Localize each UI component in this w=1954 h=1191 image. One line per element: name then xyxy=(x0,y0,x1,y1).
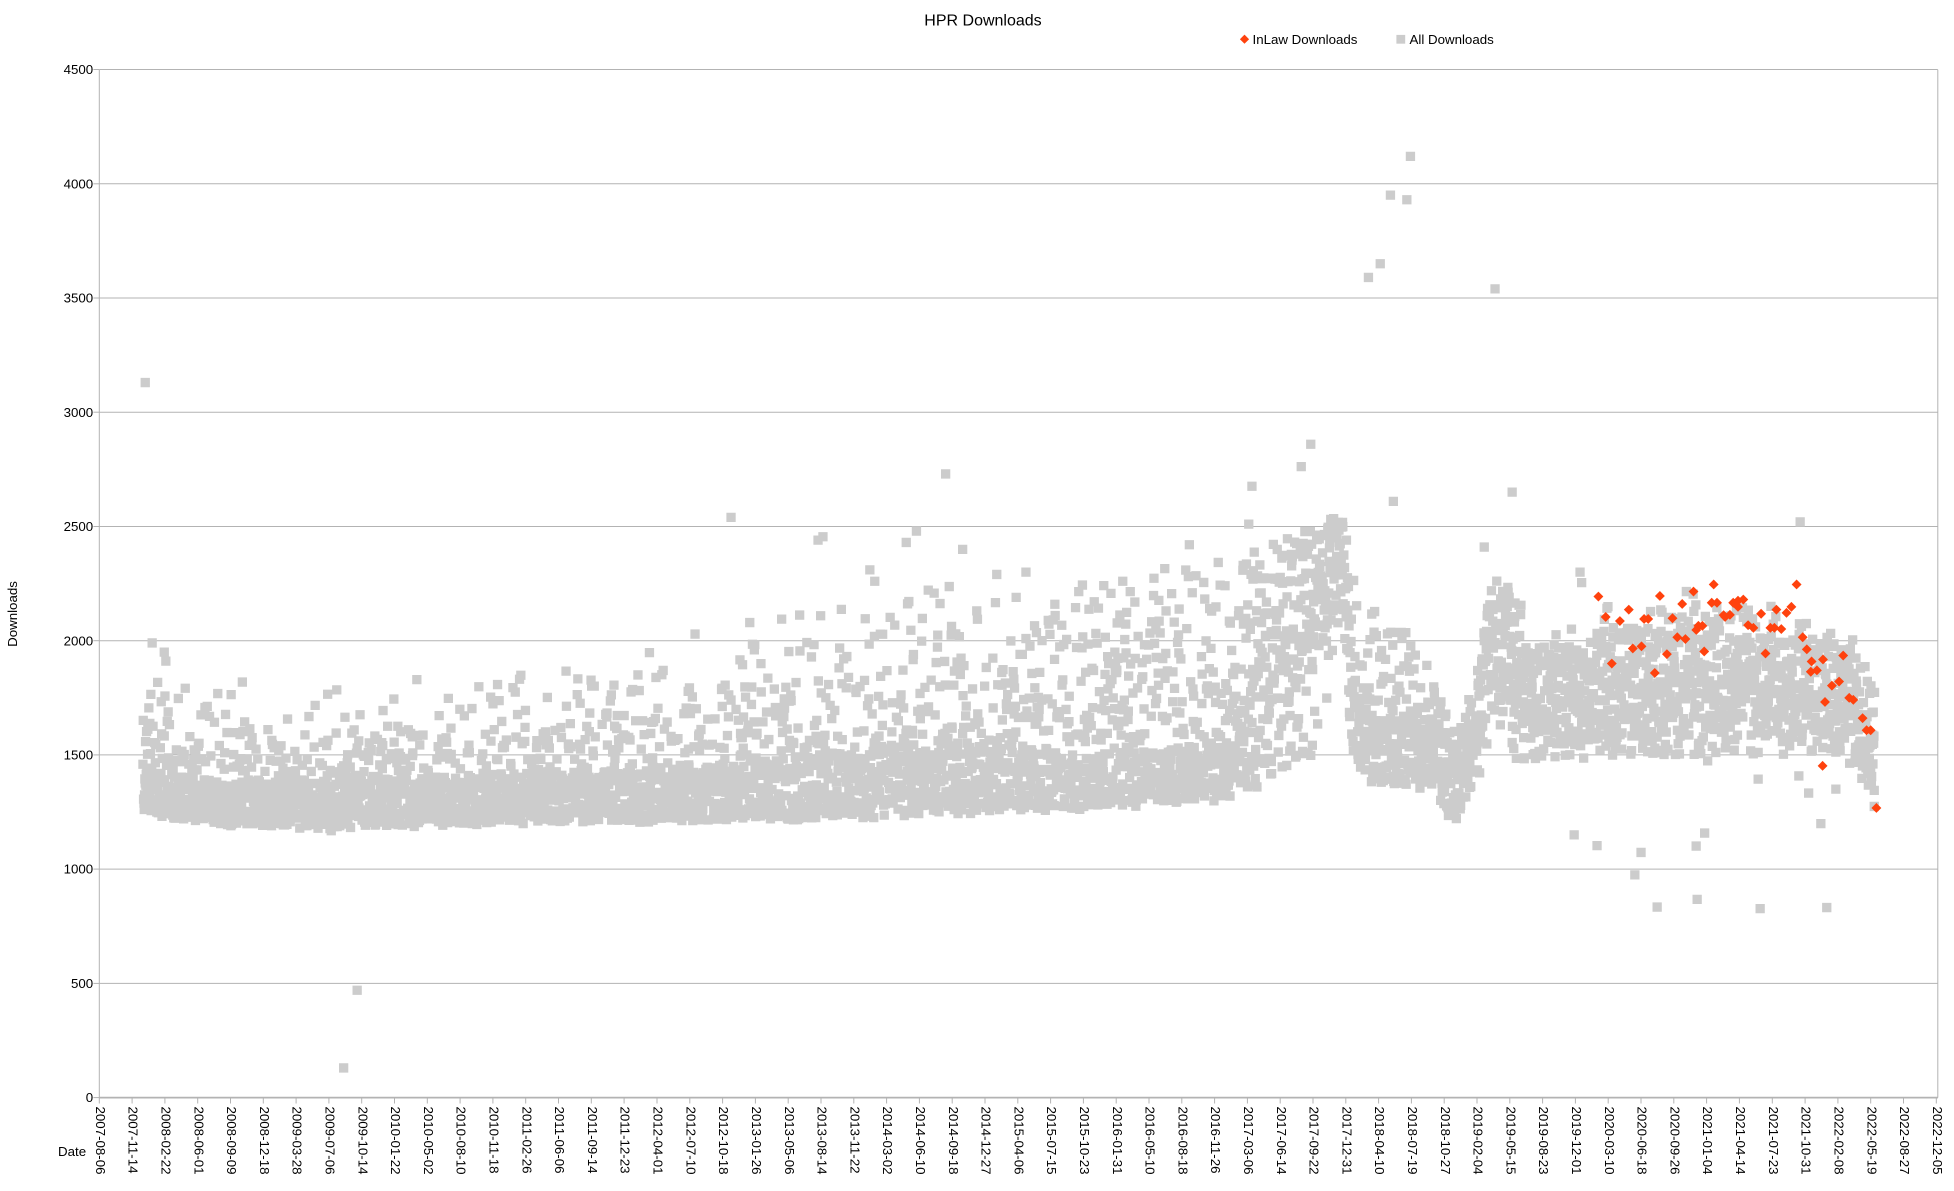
svg-text:2019-08-23: 2019-08-23 xyxy=(1536,1107,1551,1175)
svg-text:2014-12-27: 2014-12-27 xyxy=(979,1107,994,1175)
svg-text:2011-02-26: 2011-02-26 xyxy=(519,1107,534,1174)
svg-text:2010-11-18: 2010-11-18 xyxy=(487,1107,502,1174)
svg-text:2019-12-01: 2019-12-01 xyxy=(1569,1107,1584,1175)
svg-text:2008-09-09: 2008-09-09 xyxy=(224,1107,239,1175)
svg-text:2016-01-31: 2016-01-31 xyxy=(1110,1107,1125,1175)
svg-text:2013-05-06: 2013-05-06 xyxy=(782,1107,797,1175)
svg-text:2008-12-18: 2008-12-18 xyxy=(257,1107,272,1175)
svg-text:2017-09-22: 2017-09-22 xyxy=(1307,1107,1322,1175)
svg-text:2017-12-31: 2017-12-31 xyxy=(1339,1107,1354,1175)
svg-text:2015-10-23: 2015-10-23 xyxy=(1077,1107,1092,1175)
svg-text:2014-09-18: 2014-09-18 xyxy=(946,1107,961,1175)
svg-text:2018-07-19: 2018-07-19 xyxy=(1405,1107,1420,1175)
svg-text:2010-01-22: 2010-01-22 xyxy=(388,1107,403,1175)
svg-text:2014-03-02: 2014-03-02 xyxy=(880,1107,895,1175)
svg-text:2008-02-22: 2008-02-22 xyxy=(159,1107,174,1175)
svg-text:2012-04-01: 2012-04-01 xyxy=(651,1107,666,1175)
svg-text:2017-03-06: 2017-03-06 xyxy=(1241,1107,1256,1175)
svg-text:HPR Downloads: HPR Downloads xyxy=(924,13,1041,30)
svg-text:2012-10-18: 2012-10-18 xyxy=(716,1107,731,1175)
svg-text:2010-08-10: 2010-08-10 xyxy=(454,1107,469,1175)
svg-text:2022-12-05: 2022-12-05 xyxy=(1930,1107,1945,1175)
svg-text:2013-11-22: 2013-11-22 xyxy=(847,1107,862,1174)
svg-text:Downloads: Downloads xyxy=(5,581,20,647)
svg-text:2021-10-31: 2021-10-31 xyxy=(1799,1107,1814,1175)
svg-text:Date: Date xyxy=(58,1144,86,1159)
svg-text:2017-06-14: 2017-06-14 xyxy=(1274,1107,1289,1175)
svg-text:2020-09-26: 2020-09-26 xyxy=(1667,1107,1682,1175)
svg-text:4500: 4500 xyxy=(64,62,94,77)
svg-text:2010-05-02: 2010-05-02 xyxy=(421,1107,436,1175)
svg-text:2008-06-01: 2008-06-01 xyxy=(191,1107,206,1175)
svg-text:2013-08-14: 2013-08-14 xyxy=(815,1107,830,1175)
svg-text:3500: 3500 xyxy=(64,291,94,306)
svg-text:All Downloads: All Downloads xyxy=(1410,32,1495,47)
svg-text:2012-07-10: 2012-07-10 xyxy=(683,1107,698,1175)
svg-text:2018-10-27: 2018-10-27 xyxy=(1438,1107,1453,1175)
svg-text:2500: 2500 xyxy=(64,519,94,534)
svg-text:2015-07-15: 2015-07-15 xyxy=(1044,1107,1059,1175)
svg-text:500: 500 xyxy=(71,976,93,991)
svg-text:2011-09-14: 2011-09-14 xyxy=(585,1107,600,1174)
svg-text:2009-03-28: 2009-03-28 xyxy=(290,1107,305,1175)
svg-text:2009-07-06: 2009-07-06 xyxy=(323,1107,338,1175)
svg-text:2015-04-06: 2015-04-06 xyxy=(1011,1107,1026,1175)
svg-text:2021-01-04: 2021-01-04 xyxy=(1700,1107,1715,1175)
svg-text:2007-11-14: 2007-11-14 xyxy=(126,1107,141,1174)
svg-text:2014-06-10: 2014-06-10 xyxy=(913,1107,928,1175)
svg-text:2016-08-18: 2016-08-18 xyxy=(1175,1107,1190,1175)
svg-text:2021-04-14: 2021-04-14 xyxy=(1733,1107,1748,1175)
svg-text:2007-08-06: 2007-08-06 xyxy=(93,1107,108,1175)
svg-text:1500: 1500 xyxy=(64,748,94,763)
svg-text:2000: 2000 xyxy=(64,633,94,648)
svg-text:2020-06-18: 2020-06-18 xyxy=(1635,1107,1650,1175)
svg-text:2016-05-10: 2016-05-10 xyxy=(1143,1107,1158,1175)
svg-text:0: 0 xyxy=(86,1090,93,1105)
svg-text:2018-04-10: 2018-04-10 xyxy=(1372,1107,1387,1175)
svg-text:2016-11-26: 2016-11-26 xyxy=(1208,1107,1223,1174)
svg-text:2021-07-23: 2021-07-23 xyxy=(1766,1107,1781,1175)
svg-text:4000: 4000 xyxy=(64,176,94,191)
svg-text:3000: 3000 xyxy=(64,405,94,420)
svg-text:2009-10-14: 2009-10-14 xyxy=(355,1107,370,1175)
svg-text:2019-05-15: 2019-05-15 xyxy=(1503,1107,1518,1175)
svg-text:2019-02-04: 2019-02-04 xyxy=(1471,1107,1486,1175)
svg-text:2013-01-26: 2013-01-26 xyxy=(749,1107,764,1175)
svg-text:1000: 1000 xyxy=(64,862,94,877)
svg-text:InLaw Downloads: InLaw Downloads xyxy=(1253,32,1358,47)
svg-text:2011-12-23: 2011-12-23 xyxy=(618,1107,633,1174)
svg-text:2011-06-06: 2011-06-06 xyxy=(552,1107,567,1174)
svg-text:2022-08-27: 2022-08-27 xyxy=(1897,1107,1912,1175)
svg-text:2020-03-10: 2020-03-10 xyxy=(1602,1107,1617,1175)
svg-text:2022-05-19: 2022-05-19 xyxy=(1864,1107,1879,1175)
svg-text:2022-02-08: 2022-02-08 xyxy=(1832,1107,1847,1175)
